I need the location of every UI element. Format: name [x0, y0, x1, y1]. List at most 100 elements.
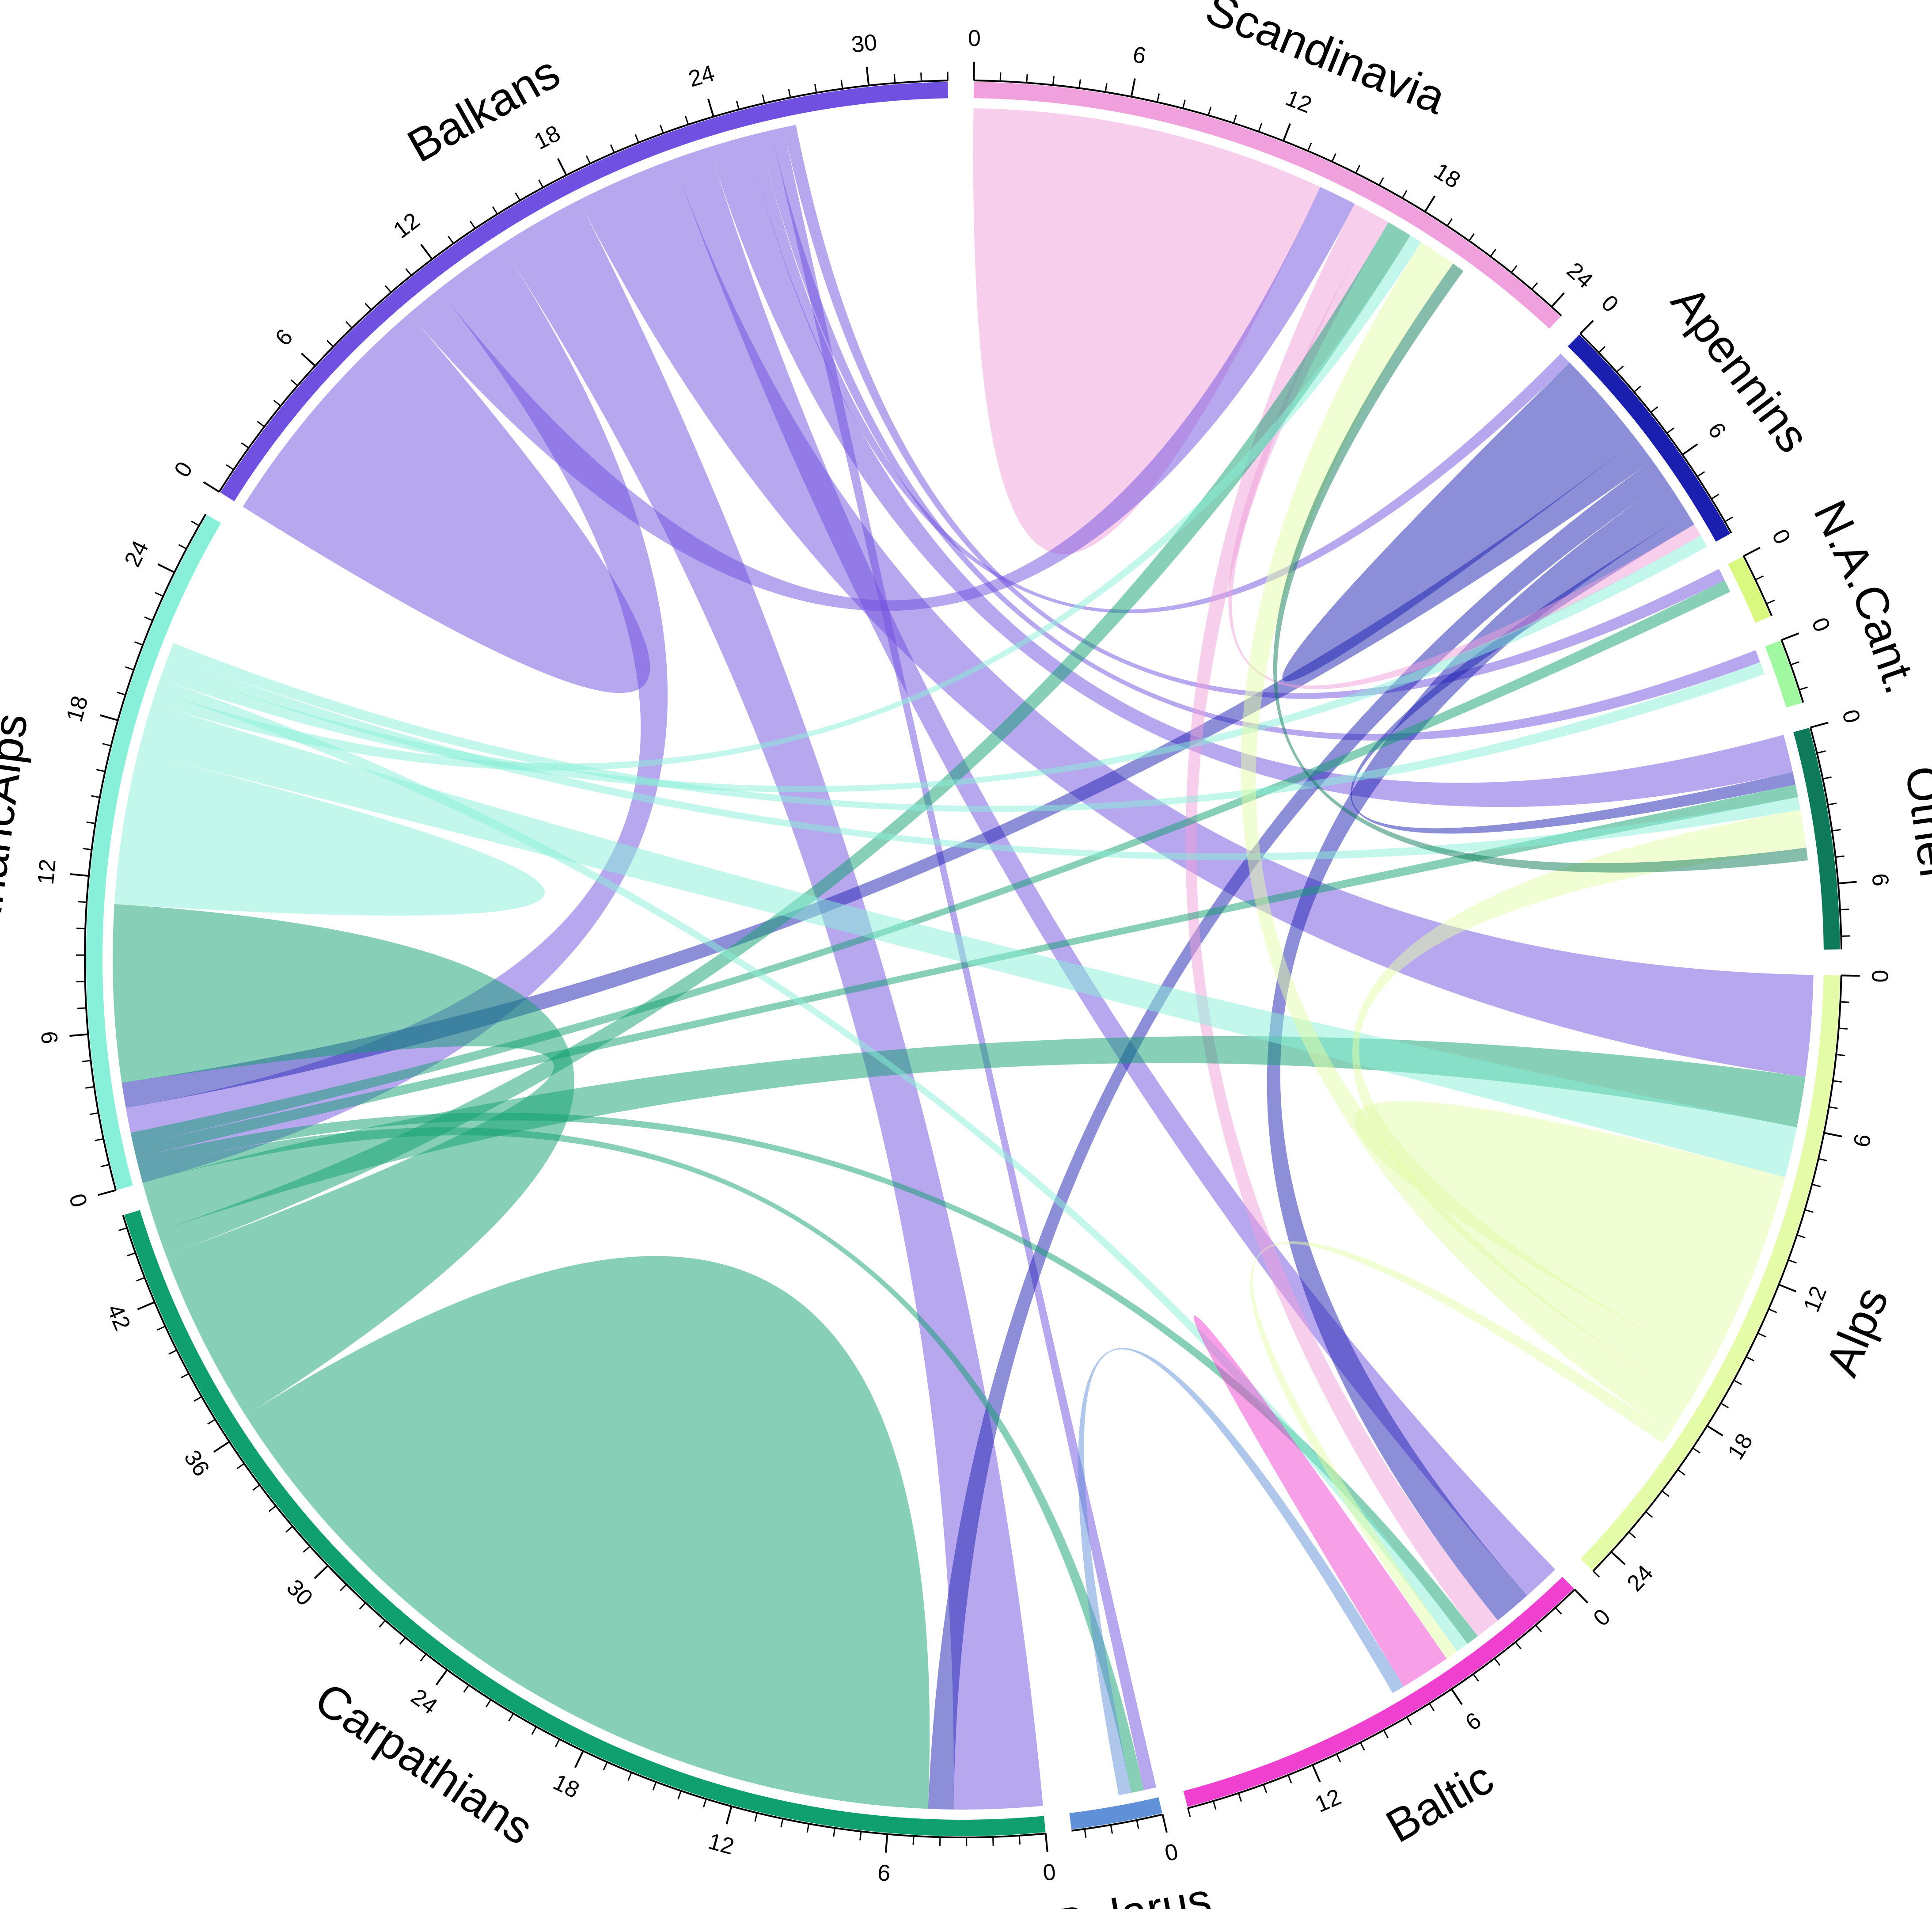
tick-label: 12 — [1311, 1784, 1345, 1818]
sector-dinaricalps — [86, 515, 221, 1190]
minor-tick — [76, 981, 85, 983]
tick-label: 24 — [1622, 1560, 1659, 1597]
minor-tick — [859, 1831, 862, 1841]
minor-tick — [515, 192, 521, 201]
axis-line-cant — [1780, 639, 1804, 703]
minor-tick — [100, 1164, 110, 1167]
minor-tick — [1110, 1825, 1113, 1834]
tick-label: 0 — [64, 1191, 92, 1210]
major-tick — [1450, 1688, 1463, 1705]
minor-tick — [1724, 517, 1733, 522]
link-dinaricalps-alps — [138, 703, 1797, 1177]
axis-line-belarus — [1071, 1814, 1163, 1832]
major-tick — [1824, 1132, 1843, 1137]
link-carpathians-dinaricalps — [112, 904, 574, 1416]
minor-tick — [603, 1761, 608, 1771]
minor-tick — [194, 1396, 202, 1402]
minor-tick — [508, 1713, 514, 1722]
minor-tick — [1237, 1793, 1242, 1802]
major-tick — [1838, 881, 1857, 885]
minor-tick — [762, 94, 766, 103]
sector-carpathians — [124, 1210, 1046, 1837]
minor-tick — [1766, 599, 1775, 605]
minor-tick — [95, 1138, 104, 1141]
minor-tick — [1827, 802, 1837, 806]
minor-tick — [538, 179, 544, 188]
tick-label: 0 — [1162, 1839, 1180, 1867]
minor-tick — [1336, 1753, 1341, 1763]
minor-tick — [85, 1086, 95, 1089]
minor-tick — [83, 848, 92, 851]
tick-label: 18 — [1430, 158, 1465, 194]
tick-label: 6 — [877, 1860, 892, 1886]
major-tick — [1574, 1589, 1588, 1604]
minor-tick — [1429, 1703, 1435, 1711]
minor-tick — [1473, 1673, 1479, 1682]
minor-tick — [1535, 1624, 1542, 1632]
minor-tick — [470, 221, 476, 229]
minor-tick — [1818, 1158, 1827, 1162]
minor-tick — [379, 1620, 386, 1628]
minor-tick — [634, 134, 639, 143]
minor-tick — [1307, 142, 1312, 152]
tick-label: 6 — [1867, 872, 1893, 887]
tick-label: 12 — [33, 858, 61, 886]
minor-tick — [1598, 346, 1606, 353]
tick-label: 18 — [61, 693, 93, 724]
minor-tick — [788, 88, 791, 98]
tick-label: 6 — [1848, 1132, 1876, 1149]
minor-tick — [1514, 1641, 1522, 1650]
minor-tick — [1258, 123, 1263, 132]
sector-belarus — [1069, 1797, 1162, 1829]
link-carpathians-belarus — [139, 1127, 1144, 1793]
minor-tick — [345, 321, 353, 329]
minor-tick — [1207, 106, 1212, 116]
tick-label: 30 — [850, 30, 878, 58]
minor-tick — [1469, 233, 1475, 241]
chord-links — [112, 108, 1814, 1810]
axis-line-balkans — [218, 80, 948, 493]
minor-tick — [1804, 1209, 1814, 1213]
sector-label-other: Other — [1895, 763, 1932, 885]
minor-tick — [610, 144, 615, 153]
minor-tick — [257, 421, 265, 427]
minor-tick — [303, 1545, 311, 1553]
link-apennins-apennins — [1282, 362, 1637, 681]
minor-tick — [893, 74, 896, 84]
minor-tick — [78, 901, 87, 903]
minor-tick — [485, 1699, 492, 1707]
minor-tick — [677, 1791, 682, 1800]
major-tick — [1610, 1551, 1626, 1565]
minor-tick — [125, 666, 134, 671]
minor-tick — [1836, 1053, 1845, 1057]
minor-tick — [1233, 114, 1237, 124]
minor-tick — [1757, 1332, 1766, 1338]
link-dinaricalps-dinaricalps — [114, 752, 545, 916]
minor-tick — [1531, 282, 1538, 290]
major-tick — [203, 481, 220, 493]
minor-tick — [118, 1227, 127, 1232]
major-tick — [213, 1441, 230, 1453]
minor-tick — [1052, 76, 1055, 85]
tick-label: 0 — [1807, 614, 1835, 635]
sector-other — [1793, 728, 1840, 950]
minor-tick — [1331, 153, 1336, 162]
major-tick — [1130, 78, 1136, 97]
tick-label: 18 — [530, 120, 565, 155]
tick-label: 12 — [706, 1829, 737, 1860]
link-balkans-scandinavia — [409, 186, 1355, 611]
minor-tick — [96, 769, 106, 772]
major-tick — [1841, 974, 1860, 977]
minor-tick — [91, 795, 100, 798]
major-tick — [69, 1033, 88, 1037]
minor-tick — [1692, 1447, 1700, 1454]
axis-line-other — [1809, 727, 1842, 950]
chord-sectors — [86, 82, 1840, 1837]
major-tick — [1424, 195, 1436, 213]
minor-tick — [1555, 1607, 1562, 1615]
tick-label: 30 — [281, 1574, 318, 1611]
sector-baltic — [1183, 1577, 1574, 1807]
minor-tick — [840, 80, 843, 89]
minor-tick — [241, 442, 249, 449]
tick-label: 42 — [102, 1301, 135, 1334]
